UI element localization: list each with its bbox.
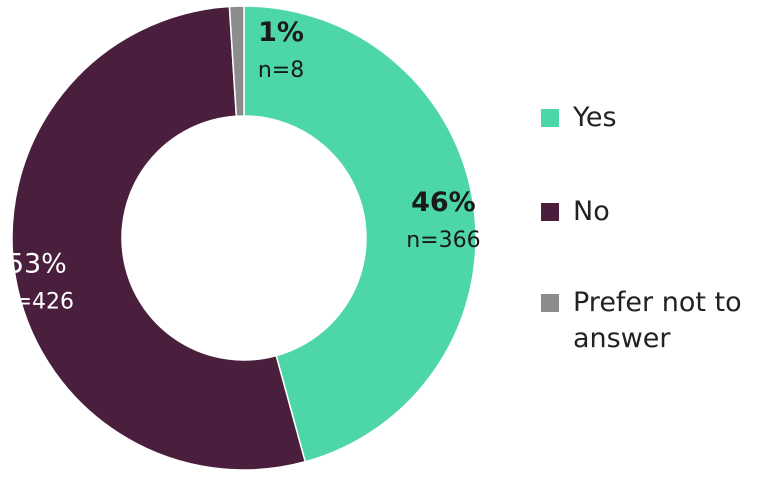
- count-label-yes: n=366: [406, 228, 480, 253]
- legend-swatch-prefer-not: [541, 294, 559, 312]
- count-label-prefer-not: n=8: [258, 58, 304, 83]
- count-label-no: n=426: [0, 289, 74, 314]
- legend-label-prefer-not: Prefer not to answer: [573, 287, 742, 354]
- slice-prefer-not: [228, 5, 245, 118]
- chart-legend: Yes No Prefer not to answer: [541, 100, 776, 357]
- percent-label-no: 53%: [7, 248, 67, 279]
- percent-label-yes: 46%: [411, 187, 476, 218]
- legend-label-no: No: [573, 196, 610, 227]
- labels-group: 46% n=366 53% n=426 1% n=8: [0, 17, 481, 314]
- legend-item-no: No: [541, 194, 776, 230]
- percent-label-prefer-not: 1%: [258, 17, 304, 48]
- legend-swatch-yes: [541, 109, 559, 127]
- slices-group: [11, 5, 477, 471]
- legend-swatch-no: [541, 203, 559, 221]
- legend-label-yes: Yes: [573, 102, 617, 133]
- slice-yes: [243, 5, 477, 463]
- slice-no: [11, 5, 307, 471]
- legend-item-yes: Yes: [541, 100, 776, 136]
- legend-item-prefer-not: Prefer not to answer: [541, 285, 776, 357]
